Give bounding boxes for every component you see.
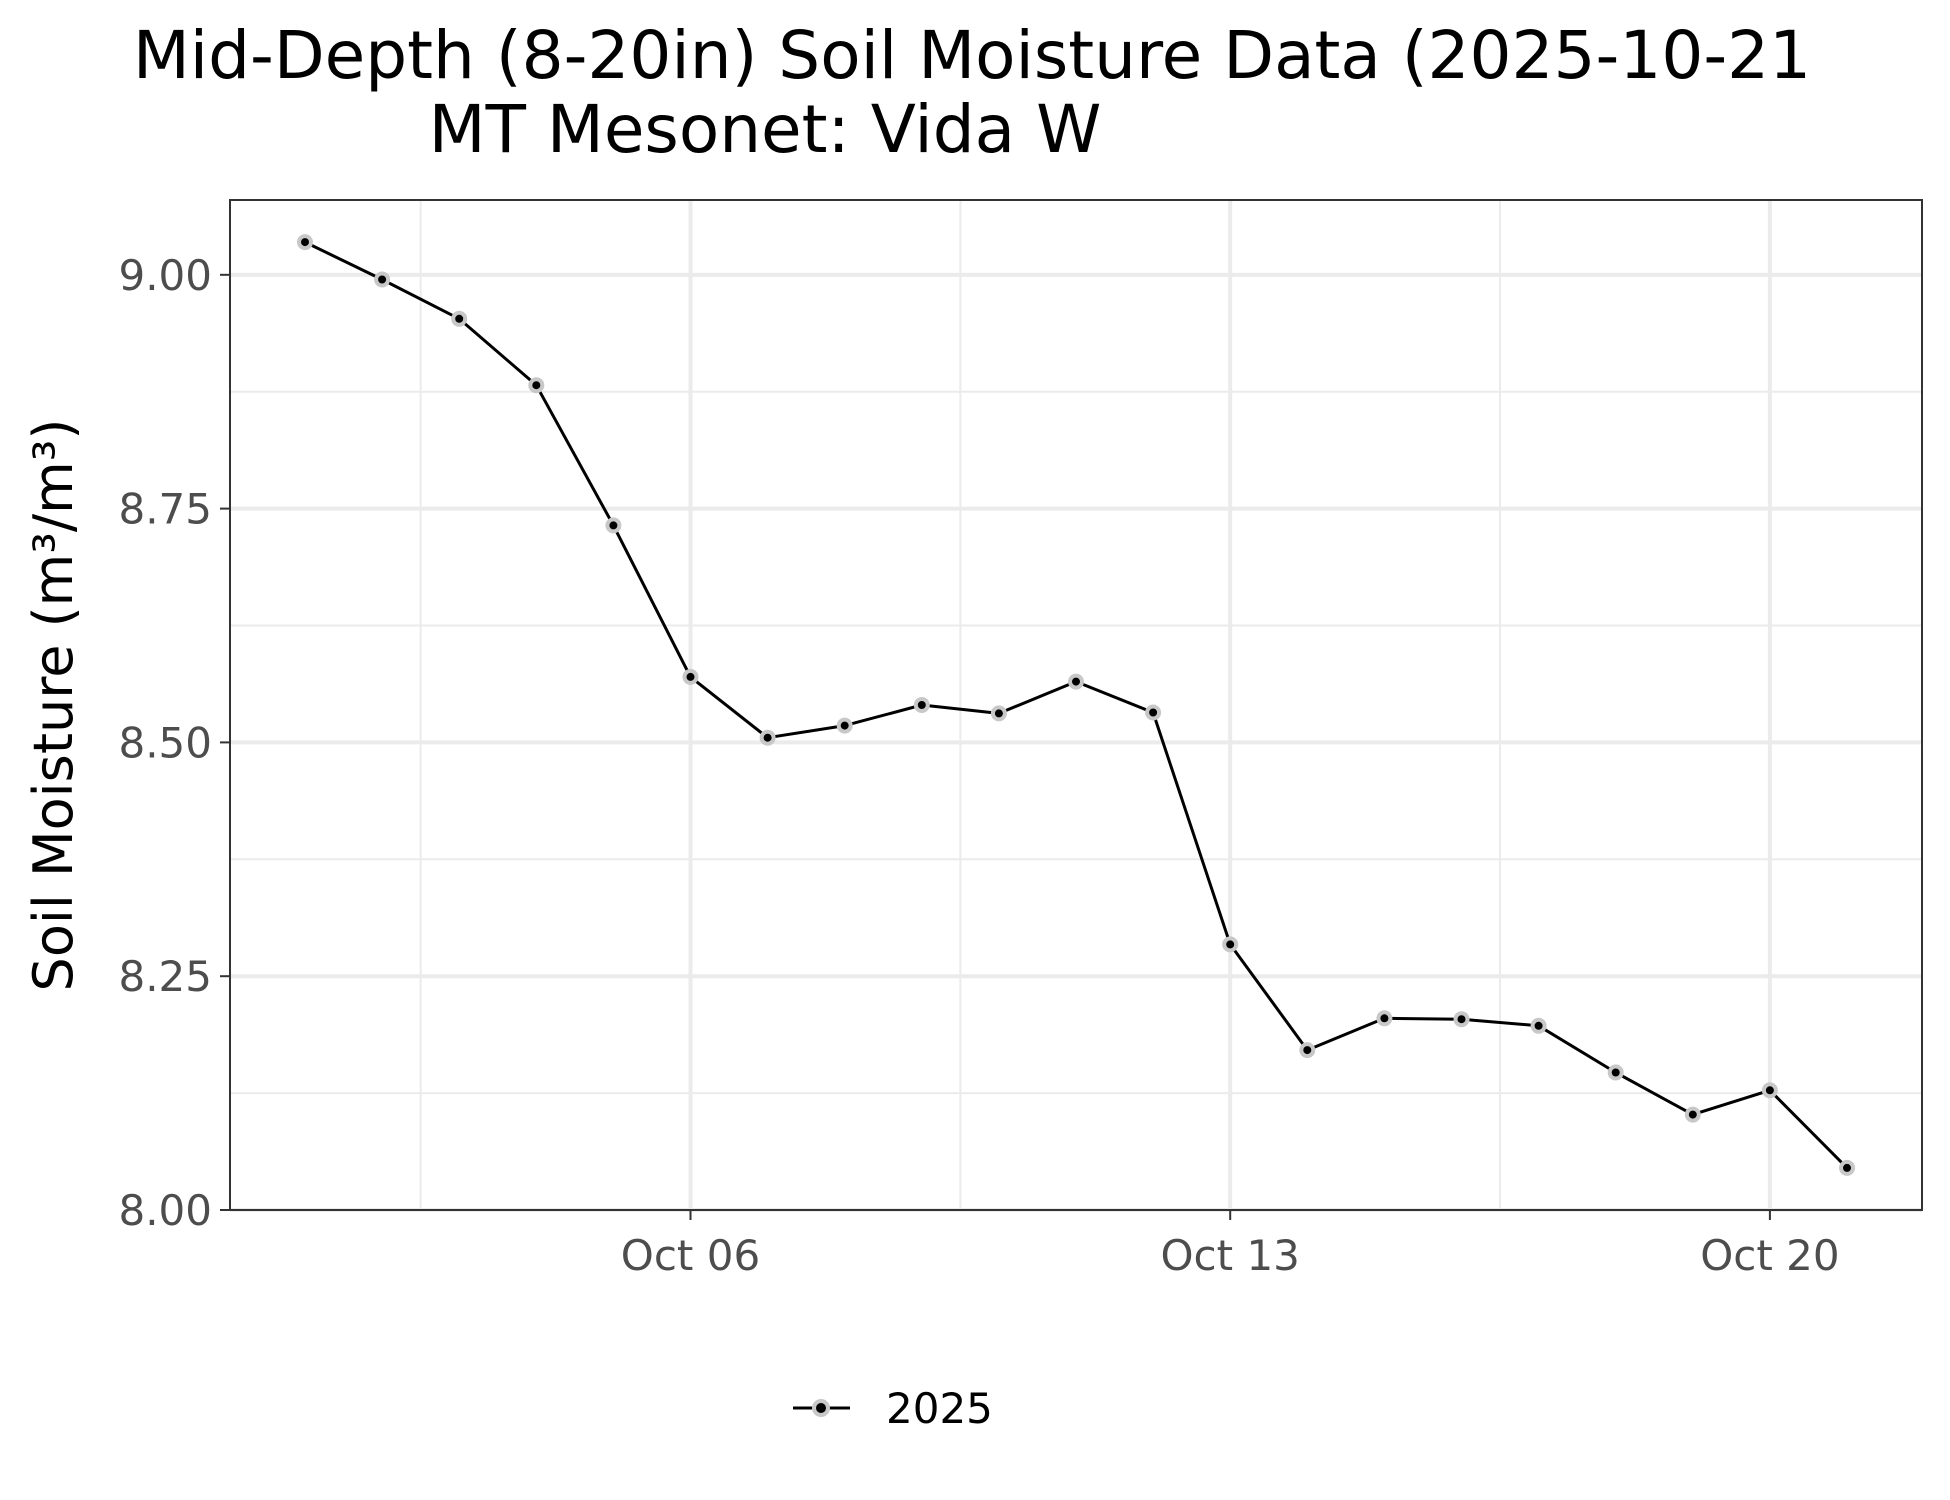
data-point — [682, 668, 699, 685]
chart-subtitle: MT Mesonet: Vida W — [429, 91, 1102, 168]
data-point — [1068, 673, 1084, 690]
x-tick-label: Oct 20 — [1700, 1231, 1839, 1280]
y-axis-title: Soil Moisture (m³/m³) — [22, 419, 85, 992]
data-point — [1299, 1042, 1316, 1059]
data-point — [1453, 1011, 1470, 1028]
y-tick-label: 8.00 — [118, 1186, 212, 1235]
data-point — [1145, 704, 1162, 721]
data-point — [1684, 1106, 1701, 1123]
y-axis: 8.00 8.25 8.50 8.75 9.00 — [118, 251, 230, 1235]
data-point — [297, 234, 313, 251]
x-tick-label: Oct 06 — [621, 1231, 760, 1280]
legend: 2025 — [793, 1384, 993, 1433]
data-point — [913, 697, 930, 713]
x-tick-label: Oct 13 — [1160, 1231, 1299, 1280]
series-layer — [297, 234, 1855, 1176]
data-point — [605, 517, 622, 534]
data-point — [1530, 1017, 1547, 1034]
y-tick-label: 9.00 — [118, 251, 212, 300]
data-point — [836, 717, 853, 734]
legend-label-2025: 2025 — [886, 1384, 993, 1433]
data-point — [1222, 936, 1239, 953]
data-point — [759, 729, 776, 746]
y-tick-label: 8.50 — [118, 718, 212, 767]
data-point — [1761, 1082, 1778, 1099]
data-point — [451, 310, 468, 327]
data-point — [1607, 1064, 1624, 1081]
x-axis: Oct 06 Oct 13 Oct 20 — [621, 1210, 1840, 1280]
y-tick-label: 8.25 — [118, 952, 212, 1001]
chart-title: Mid-Depth (8-20in) Soil Moisture Data (2… — [133, 17, 1811, 94]
legend-key-point — [812, 1399, 830, 1417]
data-point — [1376, 1010, 1393, 1027]
minor-grid — [230, 200, 1922, 1210]
data-point — [528, 377, 545, 394]
y-tick-label: 8.75 — [118, 485, 212, 534]
plot-panel-background — [230, 200, 1922, 1210]
data-point — [990, 705, 1007, 722]
plot-panel-border — [229, 199, 1923, 1211]
data-point — [1839, 1159, 1855, 1176]
major-grid — [230, 200, 1922, 1212]
data-point — [374, 271, 391, 288]
